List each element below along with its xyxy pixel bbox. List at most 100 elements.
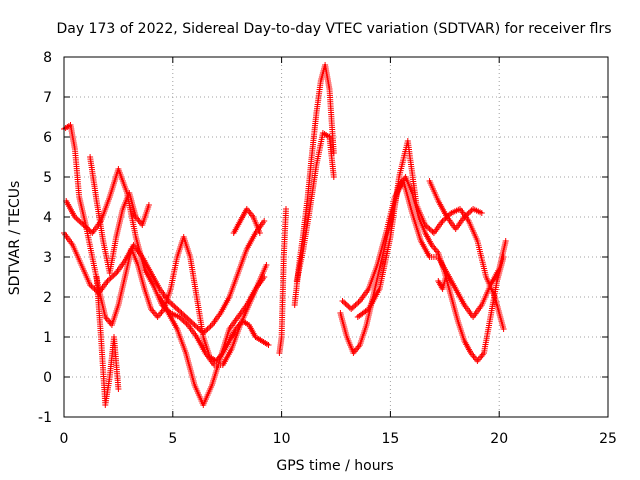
data-point <box>406 140 409 142</box>
data-point <box>280 336 283 338</box>
data-point <box>504 240 507 242</box>
data-point <box>182 236 185 238</box>
data-point <box>147 204 150 206</box>
data-point <box>359 344 361 346</box>
data-point <box>356 316 359 318</box>
data-point <box>113 336 115 338</box>
data-point <box>245 248 248 250</box>
data-point <box>402 180 405 182</box>
data-point <box>73 216 76 218</box>
data-point <box>204 352 207 354</box>
data-point <box>258 232 261 234</box>
data-point <box>202 332 205 334</box>
data-point <box>115 236 118 238</box>
data-point <box>150 272 152 274</box>
data-point <box>454 228 457 230</box>
data-point <box>470 352 472 354</box>
x-tick-label: 5 <box>168 431 177 447</box>
axis-ticks: 0 5 10 15 20 25 -1 0 1 2 3 4 5 6 7 8 <box>38 50 617 447</box>
data-point <box>424 224 427 226</box>
data-point <box>463 340 466 342</box>
series-track-f <box>156 274 268 408</box>
data-point <box>184 352 187 354</box>
series-track-l <box>339 178 509 320</box>
series-track-o <box>435 270 450 292</box>
data-point <box>263 276 266 278</box>
data-markers <box>93 274 122 408</box>
data-point <box>496 280 498 282</box>
data-point <box>117 388 120 390</box>
data-point <box>319 80 322 82</box>
data-point <box>285 208 287 210</box>
data-point <box>152 284 155 286</box>
data-point <box>328 88 331 90</box>
data-point <box>476 240 479 242</box>
data-point <box>502 328 505 330</box>
data-point <box>341 300 344 302</box>
data-point <box>167 312 170 314</box>
data-point <box>411 212 414 214</box>
data-point <box>378 268 381 270</box>
data-point <box>110 324 113 326</box>
data-markers <box>339 178 509 320</box>
data-point <box>441 220 444 222</box>
series-track-g <box>230 206 263 236</box>
data-point <box>404 176 407 178</box>
data-point <box>82 224 85 226</box>
data-points <box>61 62 509 408</box>
data-point <box>106 280 109 282</box>
data-point <box>219 356 222 358</box>
data-point <box>446 272 448 274</box>
data-markers <box>293 130 337 284</box>
data-point <box>311 152 313 154</box>
data-point <box>367 288 370 290</box>
data-point <box>156 316 159 318</box>
data-point <box>132 244 135 246</box>
data-point <box>195 336 198 338</box>
data-point <box>450 296 453 298</box>
data-point <box>228 296 231 298</box>
data-point <box>254 288 257 290</box>
y-tick-label: 7 <box>43 90 52 106</box>
data-point <box>467 220 470 222</box>
data-point <box>143 288 146 290</box>
data-point <box>245 304 248 306</box>
data-point <box>115 272 118 274</box>
data-point <box>158 296 161 298</box>
data-point <box>108 196 111 198</box>
data-point <box>91 256 94 258</box>
data-point <box>428 180 431 182</box>
data-point <box>446 216 448 218</box>
y-tick-label: 1 <box>43 330 52 346</box>
data-point <box>121 208 124 210</box>
data-point <box>102 240 105 242</box>
y-tick-label: 4 <box>43 210 52 226</box>
data-point <box>345 336 348 338</box>
data-point <box>254 336 257 338</box>
data-point <box>184 316 187 318</box>
data-point <box>141 224 144 226</box>
x-tick-label: 15 <box>381 431 399 447</box>
data-point <box>169 288 172 290</box>
data-point <box>143 268 146 270</box>
data-point <box>230 348 233 350</box>
y-tick-label: 3 <box>43 250 52 266</box>
data-markers <box>230 206 263 236</box>
x-tick-label: 0 <box>60 431 69 447</box>
data-point <box>454 288 457 290</box>
data-point <box>308 208 311 210</box>
data-markers <box>426 178 485 232</box>
data-point <box>339 312 342 314</box>
data-point <box>69 124 72 126</box>
data-point <box>248 324 250 326</box>
y-tick-label: 0 <box>43 370 52 386</box>
data-point <box>315 112 318 114</box>
data-point <box>328 136 331 138</box>
data-point <box>263 220 266 222</box>
data-point <box>187 324 189 326</box>
data-point <box>459 208 461 210</box>
data-point <box>483 352 485 354</box>
data-point <box>108 376 111 378</box>
data-point <box>239 220 242 222</box>
